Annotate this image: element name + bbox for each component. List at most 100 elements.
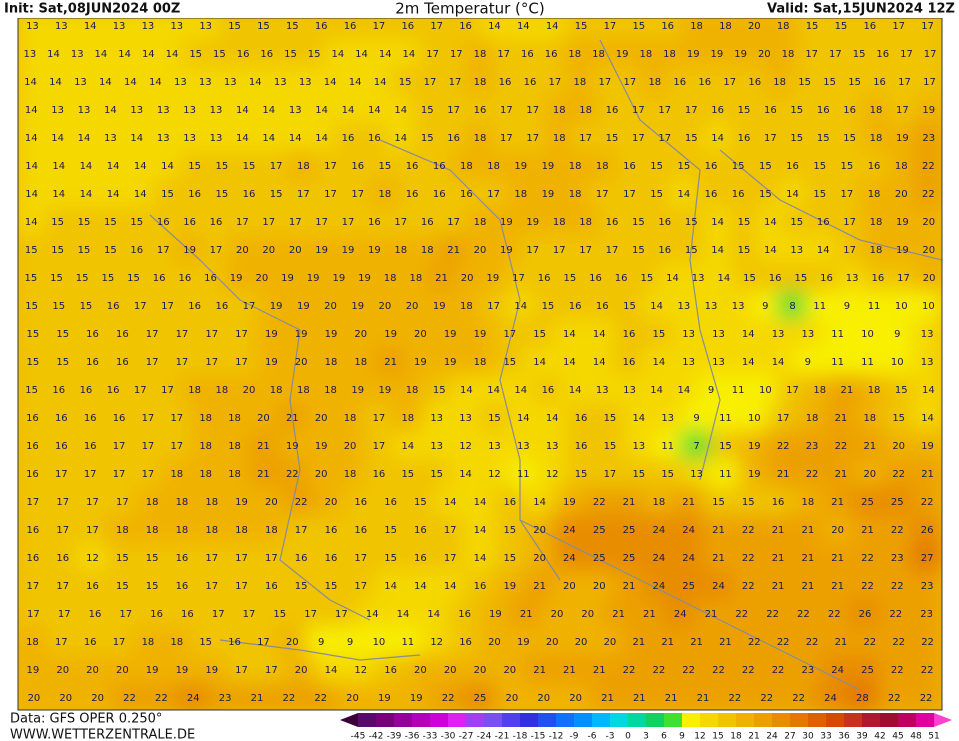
temperature-value: 17 [921,21,934,32]
temperature-value: 16 [433,161,446,172]
temperature-cell [18,683,51,710]
temperature-value: 20 [892,441,905,452]
temperature-value: 18 [870,105,883,116]
temperature-value: 20 [569,693,582,704]
temperature-value: 15 [25,245,38,256]
temperature-value: 17 [315,217,328,228]
temperature-value: 22 [889,609,902,620]
temperature-value: 19 [517,637,530,648]
temperature-value: 18 [802,497,815,508]
temperature-cell [230,39,256,69]
temperature-value: 14 [474,525,487,536]
temperature-cell [581,263,610,293]
temperature-cell [136,515,169,545]
temperature-value: 16 [661,21,674,32]
temperature-value: 16 [538,273,551,284]
temperature-cell [315,375,346,405]
temperature-cell [103,431,135,461]
temperature-cell [450,18,481,41]
temperature-value: 14 [24,77,37,88]
temperature-cell [18,571,49,601]
temperature-value: 14 [460,385,473,396]
temperature-value: 15 [685,217,698,228]
temperature-cell [343,375,373,405]
temperature-cell [334,403,366,433]
temperature-value: 14 [107,161,120,172]
temperature-cell [132,403,164,433]
temperature-cell [652,627,684,657]
temperature-cell [614,179,645,209]
temperature-cell [80,683,115,710]
temperature-value: 22 [806,469,819,480]
temperature-value: 14 [130,133,143,144]
temperature-value: 19 [500,217,513,228]
colorbar-label: -45 [351,732,366,741]
temperature-value: 20 [488,637,501,648]
temperature-cell [464,543,496,573]
temperature-value: 19 [332,273,345,284]
temperature-cell [541,67,569,97]
temperature-value: 7 [693,441,699,452]
temperature-cell [106,487,139,517]
temperature-value: 18 [394,245,407,256]
temperature-cell [276,18,308,41]
temperature-cell [866,67,894,97]
temperature-value: 17 [430,21,443,32]
temperature-value: 19 [351,385,364,396]
init-time: Init: Sat,08JUN2024 00Z [4,2,180,17]
temperature-cell [591,67,619,97]
temperature-cell [821,571,854,601]
temperature-cell [112,683,147,710]
temperature-cell [255,319,288,349]
temperature-cell [883,403,915,433]
temperature-value: 17 [447,105,460,116]
temperature-value: 17 [924,49,937,60]
colorbar-label: -6 [588,732,597,741]
temperature-cell [854,459,886,489]
temperature-value: 16 [873,77,886,88]
temperature-value: 18 [384,273,397,284]
temperature-cell [248,18,279,41]
colorbar-swatch [772,713,790,727]
temperature-cell [613,571,645,601]
temperature-value: 17 [623,189,636,200]
temperature-cell [545,207,574,237]
temperature-value: 16 [460,189,473,200]
temperature-value: 20 [831,525,844,536]
colorbar-swatch [844,713,862,727]
temperature-value: 22 [729,693,742,704]
temperature-value: 23 [921,581,934,592]
temperature-cell [386,599,420,629]
temperature-cell [464,319,496,349]
temperature-cell [883,431,915,461]
temperature-value: 19 [616,49,629,60]
temperature-cell [451,291,481,321]
temperature-value: 17 [424,77,437,88]
colorbar: -45 -42 -39 -36 -33 -30 -27 -24 -21 -18 -15 -12 -9 -6… [340,713,952,741]
temperature-cell [44,179,74,209]
temperature-value: 14 [107,189,120,200]
temperature-cell [206,39,233,69]
temperature-cell [228,235,257,265]
temperature-cell [732,571,765,601]
temperature-value: 15 [25,301,38,312]
temperature-value: 18 [639,49,652,60]
temperature-cell [141,67,169,97]
temperature-cell [190,627,222,657]
temperature-cell [791,319,824,349]
temperature-value: 13 [690,469,703,480]
temperature-value: 19 [351,301,364,312]
temperature-cell [911,543,942,573]
temperature-value: 18 [379,189,392,200]
temperature-cell [624,235,653,265]
temperature-value: 16 [342,133,355,144]
temperature-cell [859,179,889,209]
temperature-cell [597,207,627,237]
colorbar-label: -33 [423,732,438,741]
temperature-cell [281,235,310,265]
temperature-value: 20 [748,21,761,32]
border-line [219,639,421,661]
temperature-cell [479,151,509,181]
temperature-cell [413,235,442,265]
temperature-value: 15 [798,77,811,88]
